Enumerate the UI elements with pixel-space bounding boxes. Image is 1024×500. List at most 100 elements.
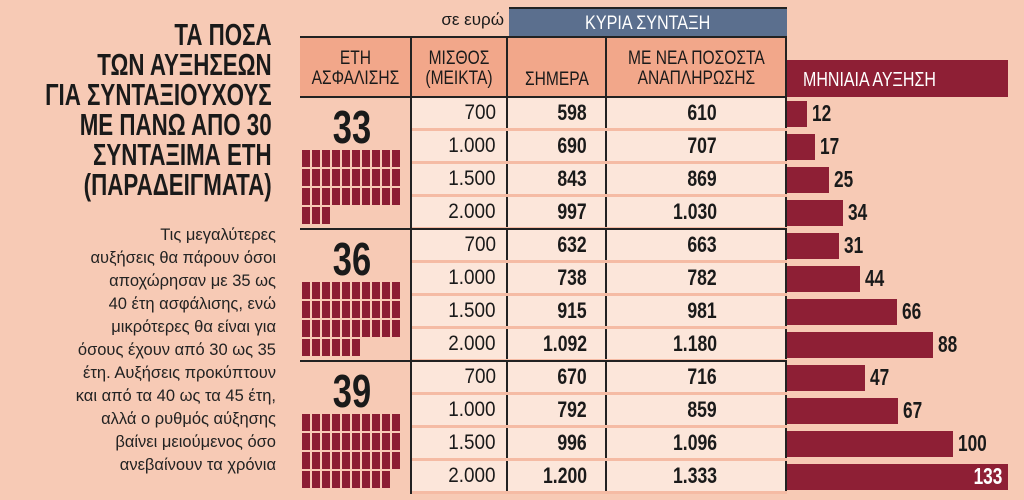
today-cell: 690 (508, 131, 607, 161)
paragraph-line: βαίνει μειούμενος όσο (115, 433, 276, 451)
year-square-icon (302, 320, 310, 337)
salary-cell: 1.500 (412, 296, 508, 326)
description-paragraph: Τις μεγαλύτερες αυξήσεις θα πάρουν όσοι απ… (76, 224, 276, 477)
year-square-icon (392, 452, 400, 469)
header-salary: ΜΙΣΘΟΣ (ΜΕΙΚΤΑ) (412, 36, 508, 98)
salary-value: 1.000 (448, 134, 496, 157)
year-square-icon (342, 471, 350, 488)
year-square-icon (332, 150, 340, 167)
salary-cell: 1.000 (412, 395, 508, 425)
salary-cell: 2.000 (412, 461, 508, 491)
year-square-icon (322, 282, 330, 299)
year-square-icon (332, 169, 340, 186)
new-value: 707 (687, 133, 717, 158)
increase-label: 67 (903, 397, 923, 423)
year-square-icon (302, 414, 310, 431)
year-square-icon (322, 301, 330, 318)
header-increase-label: ΜΗΝΙΑΙΑ ΑΥΞΗΣΗ (803, 69, 936, 91)
salary-value: 1.000 (448, 266, 496, 289)
today-value: 1.092 (542, 331, 587, 356)
year-square-icon (352, 150, 360, 167)
year-square-icon (312, 150, 320, 167)
increase-label: 31 (843, 232, 863, 258)
paragraph-line: αυξήσεις θα πάρουν όσοι (90, 249, 276, 267)
paragraph-line: έτη. Αυξήσεις προκύπτουν (83, 364, 276, 382)
year-square-icon (342, 150, 350, 167)
new-cell: 1.096 (607, 428, 787, 458)
year-square-icon (382, 150, 390, 167)
year-square-icon (322, 414, 330, 431)
year-square-icon (322, 471, 330, 488)
table-row: 1.000 690 707 (412, 131, 787, 164)
unit-label: σε ευρώ (441, 10, 504, 29)
new-value: 1.180 (672, 331, 717, 356)
year-square-icon (312, 188, 320, 205)
salary-cell: 1.500 (412, 428, 508, 458)
year-square-icon (382, 414, 390, 431)
new-cell: 1.030 (607, 197, 787, 227)
today-cell: 1.092 (508, 329, 607, 359)
increase-label: 17 (820, 133, 840, 159)
increase-bar (787, 365, 866, 391)
table-row: 1.500 843 869 (412, 164, 787, 197)
new-value: 1.096 (672, 430, 717, 455)
year-square-icon (322, 452, 330, 469)
header-years-label: ΕΤΗ ΑΣΦΑΛΙΣΗΣ (311, 48, 399, 89)
year-group-cell: 39 (300, 360, 412, 494)
paragraph-line: αποχώρησαν με 35 ως (109, 272, 276, 290)
title-line: ΣΥΝΤΑΞΙΜΑ ΕΤΗ (93, 137, 272, 172)
year-square-icon (372, 301, 380, 318)
paragraph-line: όσους έχουν από 30 ως 35 (77, 341, 276, 359)
increase-bar (787, 299, 897, 325)
table-row: 1.000 738 782 (412, 263, 787, 296)
salary-value: 700 (464, 365, 496, 388)
year-square-icon (372, 433, 380, 450)
today-value: 843 (557, 166, 587, 191)
year-square-icon (332, 301, 340, 318)
increase-label: 88 (938, 331, 958, 357)
year-square-icon (342, 414, 350, 431)
year-square-icon (302, 169, 310, 186)
year-square-icon (362, 169, 370, 186)
new-value: 981 (687, 298, 717, 323)
new-value: 716 (687, 364, 717, 389)
increase-bar (787, 101, 807, 127)
salary-value: 2.000 (448, 332, 496, 355)
header-today: ΣΗΜΕΡΑ (508, 36, 607, 98)
salary-cell: 700 (412, 230, 508, 260)
year-square-icon (332, 282, 340, 299)
year-square-icon (342, 282, 350, 299)
years-value: 36 (332, 233, 372, 285)
year-square-icon (372, 188, 380, 205)
increase-bar (787, 167, 829, 193)
year-square-icon (352, 188, 360, 205)
new-value: 610 (687, 100, 717, 125)
year-square-icon (302, 471, 310, 488)
table-row: 1.500 996 1.096 (412, 428, 787, 461)
year-square-icon (342, 169, 350, 186)
today-cell: 598 (508, 98, 607, 128)
year-square-icon (332, 433, 340, 450)
year-square-icon (352, 339, 360, 356)
table-row: 700 670 716 (412, 362, 787, 395)
year-square-icon (312, 301, 320, 318)
year-square-icon (302, 188, 310, 205)
year-square-icon (382, 471, 390, 488)
year-square-icon (352, 433, 360, 450)
salary-cell: 700 (412, 362, 508, 392)
increase-label: 100 (958, 430, 987, 456)
today-cell: 792 (508, 395, 607, 425)
year-group-cell: 33 (300, 96, 412, 230)
years-value: 39 (332, 365, 372, 417)
today-value: 738 (557, 265, 587, 290)
year-square-icon (342, 339, 350, 356)
table-row: 700 598 610 (412, 98, 787, 131)
year-square-icon (382, 301, 390, 318)
today-value: 915 (557, 298, 587, 323)
year-square-icon (352, 414, 360, 431)
year-square-icon (302, 339, 310, 356)
year-square-icon (372, 414, 380, 431)
year-square-icon (382, 188, 390, 205)
year-square-icon (322, 188, 330, 205)
today-cell: 997 (508, 197, 607, 227)
